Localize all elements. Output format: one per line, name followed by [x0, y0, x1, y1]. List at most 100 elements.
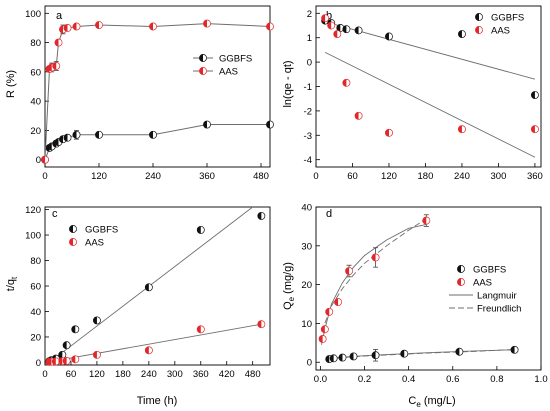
panel-b-legend-marker [475, 26, 483, 34]
panel-d-series-1-point [345, 267, 354, 275]
panel-b-xtick-label: 180 [418, 171, 434, 182]
panel-c-ylabel: t/qt [5, 276, 19, 291]
panel-d-series-0-point [329, 354, 338, 363]
panel-c-legend-label: GGBFS [85, 225, 118, 236]
panel-c-series-0-point [144, 283, 153, 292]
panel-c: t/qt c Time (h) 0 60 120 180 240 300 360 420 480… [5, 205, 271, 407]
panel-b-series-1-point [321, 14, 330, 23]
panel-d-legend-marker [457, 265, 465, 273]
panel-d-langmuir-curve-1 [321, 224, 427, 345]
panel-d-freundlich-curve-0 [326, 348, 515, 360]
panel-b: ln(qe - qt) b 0 60 120 180 240 300 360-4-3-2-1… [282, 5, 543, 182]
panel-d-ytick-label: 10 [301, 319, 312, 330]
panel-b-series-1-point [385, 128, 393, 137]
panel-b-xtick-label: 120 [381, 171, 397, 182]
panel-a-series-1-point [52, 62, 61, 70]
panel-d-legend-label: AAS [473, 278, 492, 289]
panel-c-xtick-label: 360 [193, 369, 209, 380]
panel-b-series-1-point [327, 21, 336, 30]
panel-c-ytick-label: 20 [30, 332, 41, 343]
panel-b-ytick-label: -4 [304, 155, 312, 166]
panel-a-series-1-point [41, 155, 49, 164]
panel-b-legend-label: AAS [491, 26, 510, 37]
panel-d-xtick-label: 0.4 [402, 374, 415, 385]
panel-c-series-1-point [257, 320, 266, 329]
panel-b-series-1-point [333, 30, 342, 39]
panel-d-series-0-point [510, 345, 519, 354]
panel-c-ytick-label: 120 [25, 205, 41, 216]
panel-d-xlabel: Ce (mg/L) [408, 395, 455, 409]
panel-d-series-0-point [371, 351, 380, 360]
panel-a-ytick-label: 60 [30, 67, 41, 78]
panel-c-series-0-point [196, 225, 205, 234]
panel-a: R (%) a 0 120 240 360 480 0 20 40 60 80 100 GGBFS AA… [5, 5, 274, 182]
panel-c-series-1-point [62, 356, 71, 365]
panel-b-series-0-point [385, 32, 393, 41]
panel-b-series-0-point [342, 25, 351, 34]
panel-c-frame [44, 206, 271, 366]
panel-c-ytick-label: 80 [30, 256, 41, 267]
panel-d-series-1-point [334, 298, 343, 307]
panel-b-xtick-label: 240 [454, 171, 470, 182]
panel-d-letter: d [326, 208, 332, 220]
panel-c-xtick-label: 420 [219, 369, 235, 380]
panel-d-frame [315, 206, 542, 371]
panel-b-series-1-point [457, 125, 466, 134]
panel-c-series-1-point [196, 325, 205, 334]
panel-c-ytick-label: 60 [30, 282, 41, 293]
panel-a-ylabel: R (%) [5, 70, 17, 98]
panel-c-series-1-point [144, 346, 153, 355]
panel-c-xtick-label: 180 [115, 369, 131, 380]
panel-a-xtick-label: 120 [91, 171, 107, 182]
panel-a-series-1-point [63, 24, 72, 32]
panel-a-legend-label: GGBFS [219, 54, 252, 65]
panel-c-xtick-label: 240 [141, 369, 157, 380]
panel-a-series-0-point [149, 130, 157, 139]
panel-c-series-0-point [71, 325, 80, 334]
panel-b-xtick-label: 300 [491, 171, 507, 182]
panel-a-series-1-point [149, 22, 157, 31]
panel-b-ytick-label: -1 [304, 82, 312, 93]
panel-a-ytick-label: 0 [36, 155, 41, 166]
panel-c-plot: 0 60 120 180 240 300 360 420 480 0 20 40 60 80 100 120 G… [25, 205, 271, 380]
panel-a-xtick-label: 0 [42, 171, 47, 182]
panel-a-letter: a [56, 10, 63, 22]
panel-d-series-0-point [338, 353, 347, 362]
panel-d-series-1-point [325, 307, 334, 316]
panel-c-series-0-point [257, 211, 266, 220]
panel-a-series-0-point [63, 133, 72, 142]
panel-d-ytick-label: 30 [301, 241, 312, 252]
panel-d-legend-label: Freundlich [477, 304, 521, 315]
panel-b-series-0-point [530, 91, 539, 99]
panel-a-ytick-label: 100 [25, 9, 41, 20]
panel-a-frame [44, 5, 271, 168]
panel-c-series-0-point [92, 316, 101, 325]
panel-d: Qe (mg/g) d Ce (mg/L) 0.0 0.2 0.4 0.6 0.8 1.0… [282, 203, 548, 410]
panel-d-xtick-label: 0.0 [314, 374, 327, 385]
panel-b-ytick-label: 2 [307, 9, 312, 20]
panel-c-legend-label: AAS [85, 238, 104, 249]
panel-c-series-0-point [62, 341, 71, 350]
panel-c-legend-marker [69, 225, 77, 233]
panel-d-series-0-point [400, 349, 409, 358]
panel-a-xtick-label: 240 [145, 171, 161, 182]
panel-a-series-1-point [72, 22, 81, 31]
panel-c-legend-marker [69, 238, 77, 246]
panel-b-ylabel: ln(qe - qt) [282, 60, 294, 107]
panel-a-plot: 0 120 240 360 480 0 20 40 60 80 100 GGBFS AAS [25, 5, 274, 182]
panel-c-xlabel: Time (h) [137, 395, 178, 407]
panel-d-series-1-point [371, 253, 380, 262]
panel-b-xtick-label: 0 [313, 171, 318, 182]
panel-b-ytick-label: 1 [307, 33, 312, 44]
panel-d-freundlich-curve-1 [321, 218, 427, 341]
panel-d-series-1-point [320, 325, 329, 334]
panel-d-series-1-point [318, 335, 327, 343]
panel-c-series-1-point [92, 350, 101, 359]
panel-c-xtick-label: 480 [245, 369, 261, 380]
panel-c-ytick-label: 0 [36, 358, 41, 369]
panel-b-series-0-point [354, 26, 363, 35]
panel-c-ytick-label: 100 [25, 231, 41, 242]
panel-d-series-0-point [455, 347, 464, 356]
panel-d-xtick-label: 1.0 [534, 374, 547, 385]
